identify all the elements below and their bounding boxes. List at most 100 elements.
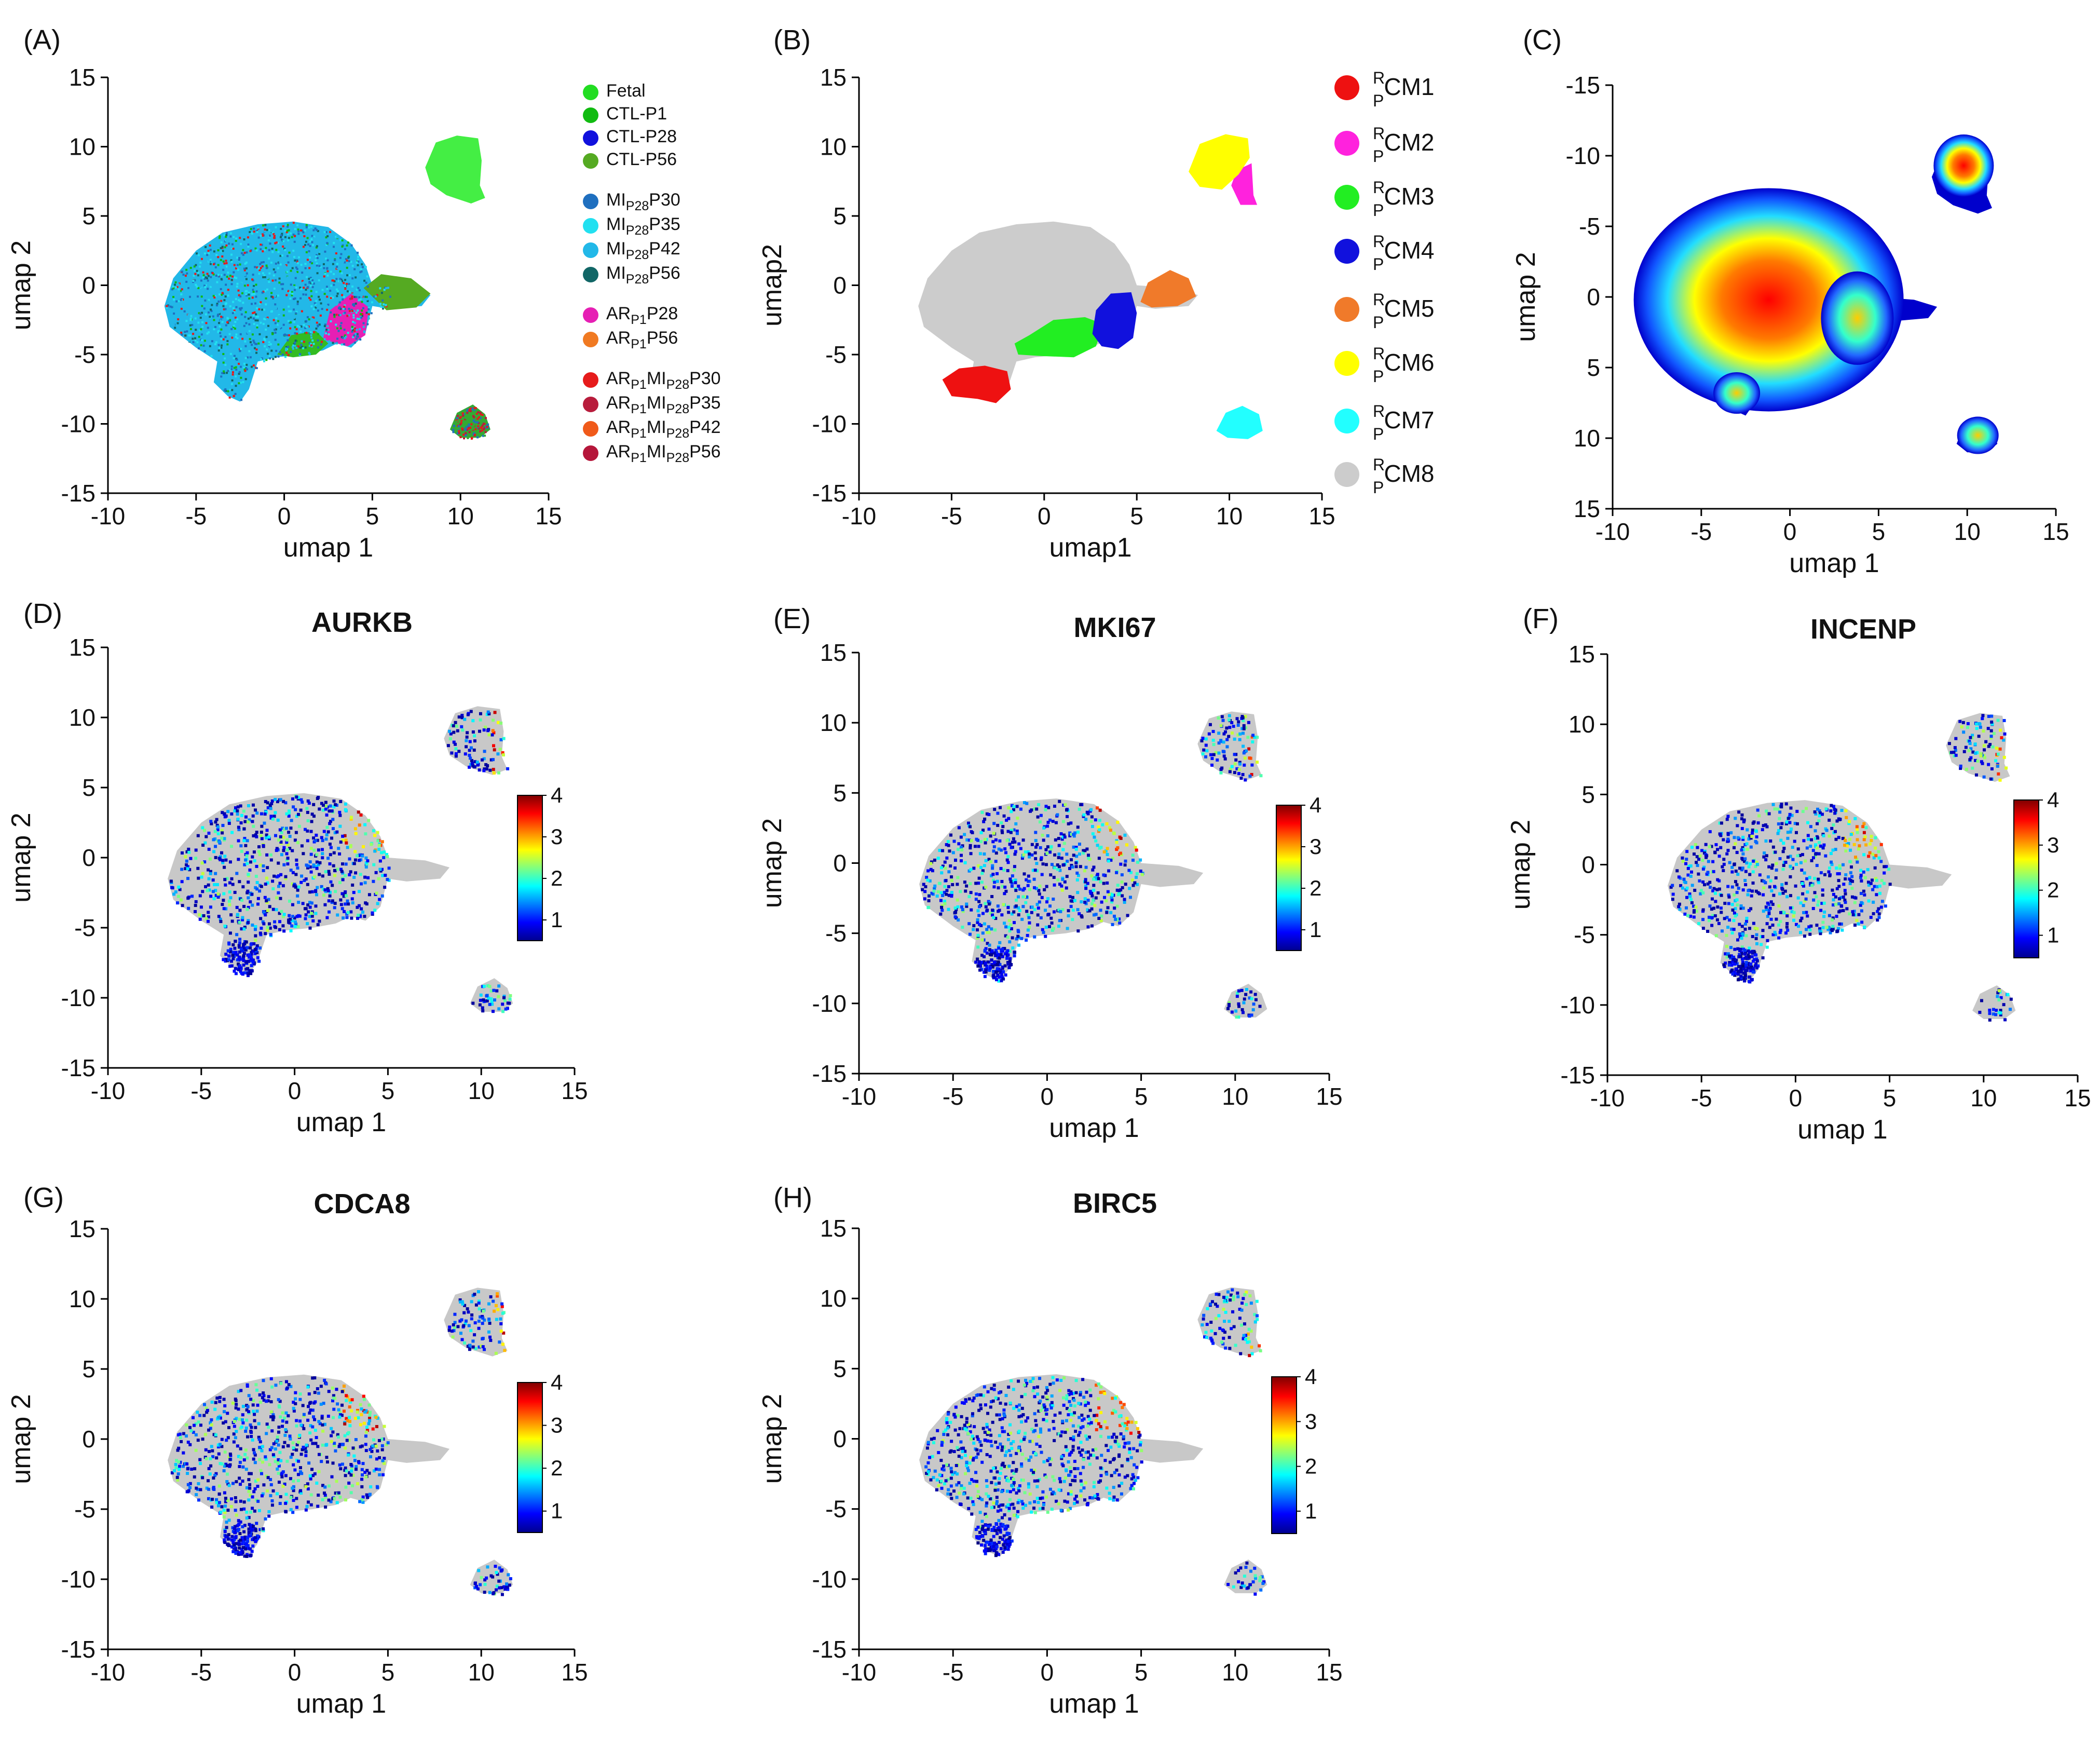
expression-point <box>1735 958 1738 962</box>
expression-point <box>478 768 481 772</box>
expression-point <box>984 885 988 889</box>
cell-point <box>268 249 270 251</box>
expression-point <box>491 758 495 762</box>
expression-point <box>1709 886 1712 889</box>
expression-point <box>251 949 255 953</box>
cell-point <box>203 252 206 255</box>
expression-point <box>200 861 204 865</box>
expression-point <box>224 907 228 911</box>
expression-point <box>1246 736 1250 739</box>
expression-point <box>1092 865 1096 869</box>
expression-point <box>479 712 482 715</box>
cell-point <box>321 325 323 328</box>
expression-point <box>1752 967 1755 971</box>
cell-point <box>459 423 462 426</box>
y-tick-label: 15 <box>69 64 96 91</box>
expression-point <box>1740 848 1743 852</box>
x-tick-label: -5 <box>1690 518 1712 545</box>
expression-point <box>1876 918 1879 922</box>
cell-point <box>264 339 266 342</box>
cell-point <box>204 313 207 316</box>
expression-point <box>1860 909 1863 913</box>
expression-point <box>1677 875 1681 879</box>
expression-point <box>1744 934 1748 938</box>
expression-point <box>976 909 980 913</box>
expression-point <box>1256 736 1259 739</box>
expression-point <box>255 864 258 868</box>
x-axis-label: umap 1 <box>283 533 373 563</box>
expression-point <box>241 918 244 921</box>
expression-point <box>1069 858 1073 862</box>
expression-point <box>992 970 996 973</box>
cell-point <box>236 266 239 268</box>
cell-point <box>294 297 296 300</box>
cell-point <box>293 343 295 345</box>
cell-point <box>230 383 233 385</box>
expression-point <box>1706 882 1710 886</box>
cell-point <box>233 357 235 359</box>
expression-point <box>328 843 332 846</box>
cell-point <box>287 354 290 356</box>
expression-point <box>1875 878 1878 882</box>
expression-point <box>1244 993 1248 996</box>
cell-point <box>265 260 267 262</box>
cell-point <box>249 231 251 233</box>
expression-point <box>938 882 942 885</box>
expression-point <box>1725 852 1729 856</box>
expression-point <box>1755 841 1758 845</box>
expression-point <box>1872 856 1876 860</box>
expression-point <box>1701 880 1705 884</box>
expression-point <box>1752 859 1755 863</box>
legend-label: R PCM3 <box>1373 178 1434 220</box>
cell-point <box>287 339 289 342</box>
expression-point <box>371 911 374 915</box>
expression-point <box>1011 946 1015 950</box>
cell-point <box>189 295 192 298</box>
expression-point <box>1714 900 1717 903</box>
expression-point <box>981 869 985 873</box>
expression-point <box>1067 914 1070 918</box>
expression-point <box>1034 845 1038 849</box>
expression-point <box>491 718 495 722</box>
expression-point <box>1720 929 1724 933</box>
cell-point <box>287 346 290 348</box>
expression-point <box>1819 909 1823 912</box>
cell-point <box>294 340 297 342</box>
expression-point <box>1833 830 1837 833</box>
expression-point <box>1743 857 1747 861</box>
expression-point <box>1756 808 1760 812</box>
expression-point <box>1795 831 1798 834</box>
expression-point <box>1030 905 1034 909</box>
expression-point <box>994 954 998 957</box>
expression-point <box>1006 935 1010 939</box>
expression-point <box>1238 738 1242 741</box>
cell-point <box>315 299 318 301</box>
expression-point <box>1099 880 1102 884</box>
cell-point <box>222 352 225 355</box>
cell-point <box>330 320 332 322</box>
expression-point <box>1971 750 1975 754</box>
expression-point <box>1039 846 1042 849</box>
expression-point <box>328 809 331 813</box>
expression-point <box>1232 725 1235 728</box>
expression-point <box>359 915 362 918</box>
cell-point <box>292 344 295 347</box>
expression-point <box>344 874 347 877</box>
cell-cloud <box>425 135 485 204</box>
expression-point <box>246 946 249 950</box>
expression-point <box>501 1002 504 1006</box>
cell-point <box>233 389 236 392</box>
cell-point <box>238 328 241 330</box>
cell-point <box>353 330 356 332</box>
cell-point <box>260 248 262 251</box>
cell-point <box>326 270 329 273</box>
x-tick-label: -5 <box>1691 1084 1712 1111</box>
cell-point <box>278 311 280 314</box>
expression-point <box>1743 971 1747 975</box>
expression-point <box>450 751 454 755</box>
expression-point <box>1777 822 1780 826</box>
cell-point <box>220 278 223 280</box>
expression-point <box>333 901 337 905</box>
expression-point <box>1119 862 1123 866</box>
cell-point <box>235 385 237 387</box>
